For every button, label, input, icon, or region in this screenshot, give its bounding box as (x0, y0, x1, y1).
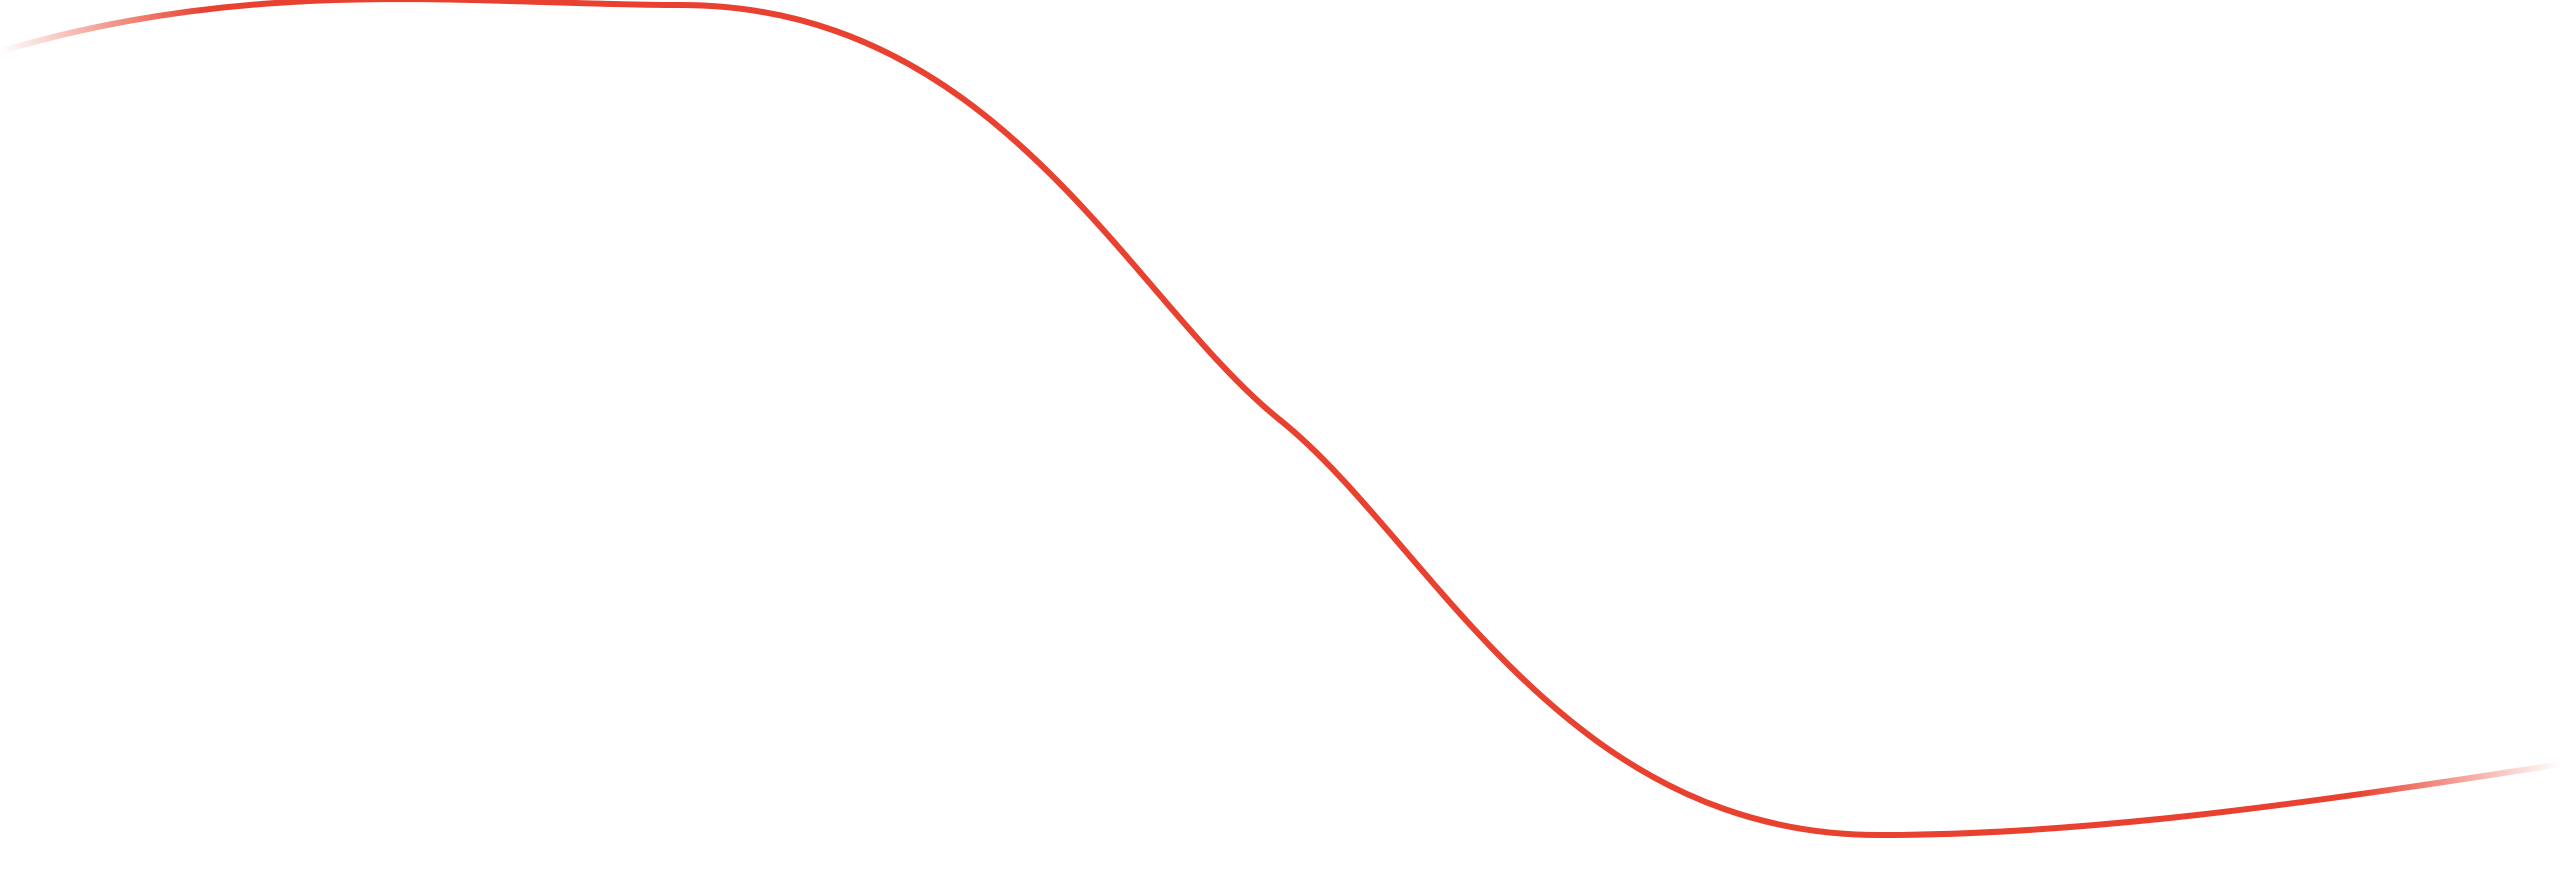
wave-line (2, 0, 2558, 839)
